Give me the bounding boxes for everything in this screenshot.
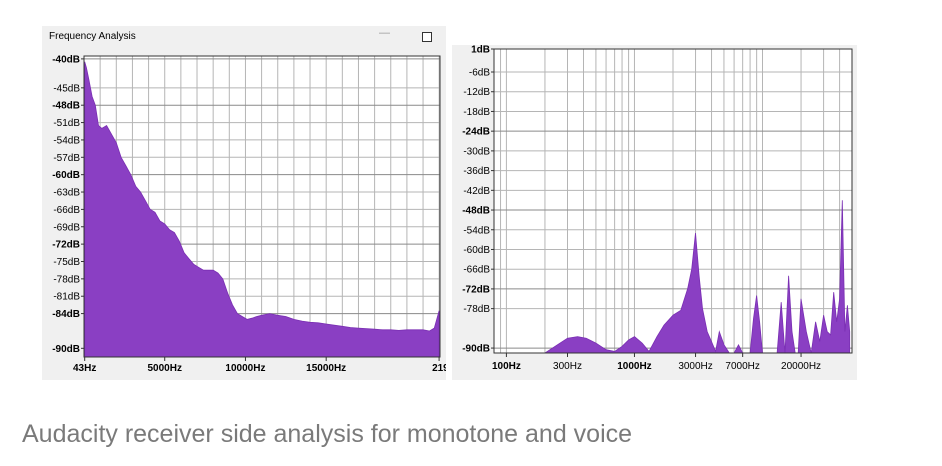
x-tick-label: 21994Hz	[432, 363, 446, 374]
y-tick-label: -24dB	[462, 127, 490, 138]
y-tick-label: -81dB	[53, 292, 80, 303]
y-tick-label: -72dB	[52, 240, 80, 251]
spectrum-chart-linear: -40dB -45dB -48dB -51dB -54dB -57dB -60dB -63dB…	[52, 54, 446, 374]
plot-frame	[83, 55, 441, 358]
y-tick-label: -42dB	[463, 186, 490, 197]
x-tick-label: 15000Hz	[306, 363, 346, 374]
y-tick-label: -48dB	[52, 101, 80, 112]
y-tick-label: -69dB	[53, 222, 80, 233]
x-tick-label: 100Hz	[492, 361, 521, 372]
y-tick-label: -78dB	[463, 304, 490, 315]
frequency-analysis-window-right: 1dB -6dB -12dB -18dB -24dB -30dB -36dB -42dB -48…	[452, 45, 857, 380]
y-tick-label: -60dB	[463, 245, 490, 256]
y-tick-label: -75dB	[53, 257, 80, 268]
x-tick-label: 1000Hz	[617, 361, 651, 372]
x-tick-label: 3000Hz	[678, 361, 712, 372]
y-tick-label: -6dB	[469, 68, 490, 79]
y-tick-label: -54dB	[53, 135, 80, 146]
y-tick-label: -84dB	[52, 309, 80, 320]
figure-caption: Audacity receiver side analysis for mono…	[22, 420, 633, 448]
y-tick-label: -51dB	[53, 118, 80, 129]
window-title: Frequency Analysis	[49, 31, 136, 42]
y-tick-label: -54dB	[463, 225, 490, 236]
y-tick-label: -18dB	[463, 107, 490, 118]
x-tick-label: 20000Hz	[781, 361, 821, 372]
y-tick-label: -40dB	[52, 54, 80, 65]
y-tick-label: -57dB	[53, 153, 80, 164]
minimize-button[interactable]: —	[379, 27, 390, 39]
y-tick-label: -72dB	[462, 284, 490, 295]
x-tick-label: 5000Hz	[147, 363, 181, 374]
y-tick-label: -30dB	[463, 146, 490, 157]
y-tick-label: -78dB	[53, 274, 80, 285]
y-tick-label: -45dB	[53, 83, 80, 94]
y-tick-label: -48dB	[462, 206, 490, 217]
y-tick-label: 1dB	[471, 45, 490, 56]
x-tick-label: 300Hz	[553, 361, 582, 372]
y-tick-label: -36dB	[463, 166, 490, 177]
plot-frame	[493, 48, 853, 354]
spectrum-area	[84, 61, 440, 358]
y-tick-label: -66dB	[463, 265, 490, 276]
y-tick-label: -66dB	[53, 205, 80, 216]
x-tick-label: 7000Hz	[725, 361, 759, 372]
frequency-analysis-window-left: Frequency Analysis — -40dB -45dB -48dB -51d…	[42, 26, 446, 380]
x-tick-label: 43Hz	[73, 363, 96, 374]
y-tick-label: -90dB	[462, 344, 490, 355]
spectrum-chart-log: 1dB -6dB -12dB -18dB -24dB -30dB -36dB -42dB -48…	[462, 45, 853, 372]
y-tick-label: -60dB	[52, 170, 80, 181]
y-tick-label: -63dB	[53, 188, 80, 199]
maximize-icon[interactable]	[422, 32, 432, 42]
x-tick-label: 10000Hz	[225, 363, 265, 374]
y-tick-label: -90dB	[52, 344, 80, 355]
y-tick-label: -12dB	[463, 87, 490, 98]
